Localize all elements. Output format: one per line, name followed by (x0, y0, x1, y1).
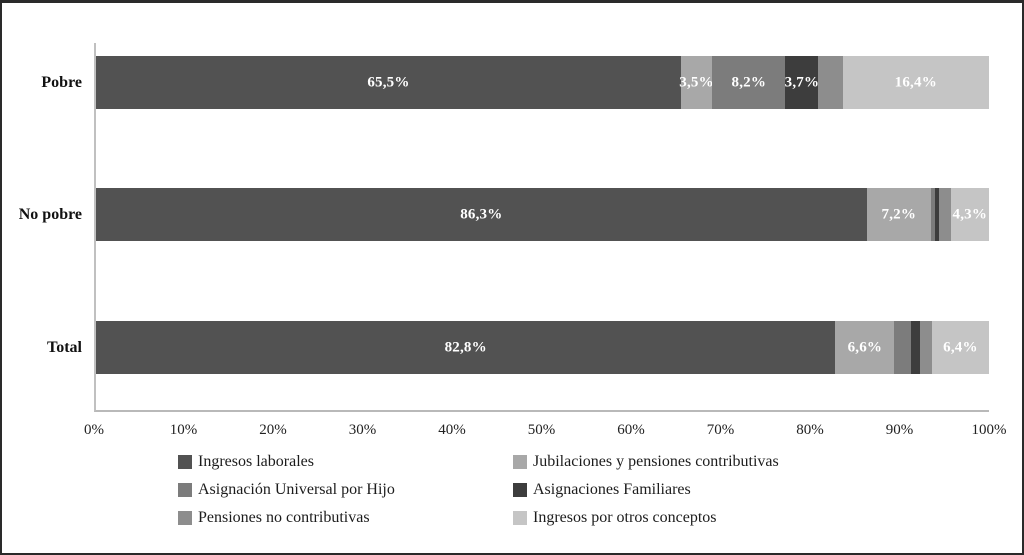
segment-value-label: 82,8% (444, 339, 487, 355)
segment-value-label: 6,6% (847, 339, 883, 355)
legend-item: Jubilaciones y pensiones contributivas (513, 452, 933, 470)
axis-tick-label: 60% (617, 422, 645, 438)
segment-value-label: 7,2% (881, 206, 917, 222)
axis-tick-label: 0% (84, 422, 104, 438)
chart-legend: Ingresos laborales Jubilaciones y pension… (178, 452, 933, 526)
bar-segment (835, 321, 895, 374)
segment-value-label: 8,2% (731, 74, 767, 90)
axis-tick-label: 10% (169, 422, 198, 438)
legend-item: Ingresos laborales (178, 452, 513, 470)
axis-tick-label: 90% (885, 422, 914, 438)
bar-segment (96, 321, 836, 374)
segment-value-label: 86,3% (460, 206, 503, 222)
segment-value-label: 16,4% (894, 74, 937, 90)
bar-segment (680, 56, 713, 109)
axis-tick-label: 20% (259, 422, 287, 438)
axis-tick-label: 30% (348, 422, 377, 438)
bar-segment (950, 188, 989, 241)
axis-tick-label: 50% (527, 422, 556, 438)
legend-label: Asignación Universal por Hijo (198, 480, 395, 498)
plot-area: 65,5% 3,5% 8,2% 3,7% 16,4% 86,3% 7,2% 4,3% 82,8%… (94, 43, 989, 412)
bar-segment (785, 56, 819, 109)
bar-segment (712, 56, 786, 109)
bar-segment (930, 188, 935, 241)
bar-segment (931, 321, 989, 374)
legend-swatch-icon (513, 510, 527, 525)
axis-tick-label: 80% (796, 422, 824, 438)
category-label: No pobre (18, 205, 82, 223)
bar-segment (818, 56, 843, 109)
legend-swatch-icon (178, 454, 192, 469)
bar-segment (842, 56, 989, 109)
axis-tick-label: 100% (971, 422, 1007, 438)
bar-segment (96, 188, 867, 241)
bar-segment (934, 188, 939, 241)
category-label: Pobre (41, 73, 82, 91)
legend-item: Asignaciones Familiares (513, 480, 933, 498)
axis-tick-label: 70% (706, 422, 735, 438)
axis-tick-label: 40% (438, 422, 466, 438)
bar-segment (911, 321, 921, 374)
legend-swatch-icon (178, 482, 192, 497)
segment-value-label: 3,5% (679, 74, 714, 90)
bar-segment (938, 188, 951, 241)
category-label: Total (47, 338, 82, 356)
segment-value-label: 65,5% (367, 74, 410, 90)
bar-row: 86,3% 7,2% 4,3% (96, 188, 989, 241)
bar-segment (920, 321, 932, 374)
segment-value-label: 6,4% (943, 339, 978, 355)
legend-item: Ingresos por otros conceptos (513, 508, 933, 526)
bar-row: 65,5% 3,5% 8,2% 3,7% 16,4% (96, 56, 989, 109)
bar-segment (894, 321, 912, 374)
legend-label: Ingresos laborales (198, 452, 314, 470)
bar-segment (96, 56, 681, 109)
bar-row: 82,8% 6,6% 6,4% (96, 321, 989, 374)
legend-item: Asignación Universal por Hijo (178, 480, 513, 498)
legend-swatch-icon (513, 482, 527, 497)
legend-label: Ingresos por otros conceptos (533, 508, 717, 526)
legend-item: Pensiones no contributivas (178, 508, 513, 526)
legend-label: Pensiones no contributivas (198, 508, 370, 526)
legend-swatch-icon (513, 454, 527, 469)
segment-value-label: 3,7% (784, 74, 820, 90)
segment-value-label: 4,3% (952, 206, 988, 222)
legend-swatch-icon (178, 510, 192, 525)
legend-label: Asignaciones Familiares (533, 480, 691, 498)
bar-segment (866, 188, 931, 241)
legend-label: Jubilaciones y pensiones contributivas (533, 452, 779, 470)
